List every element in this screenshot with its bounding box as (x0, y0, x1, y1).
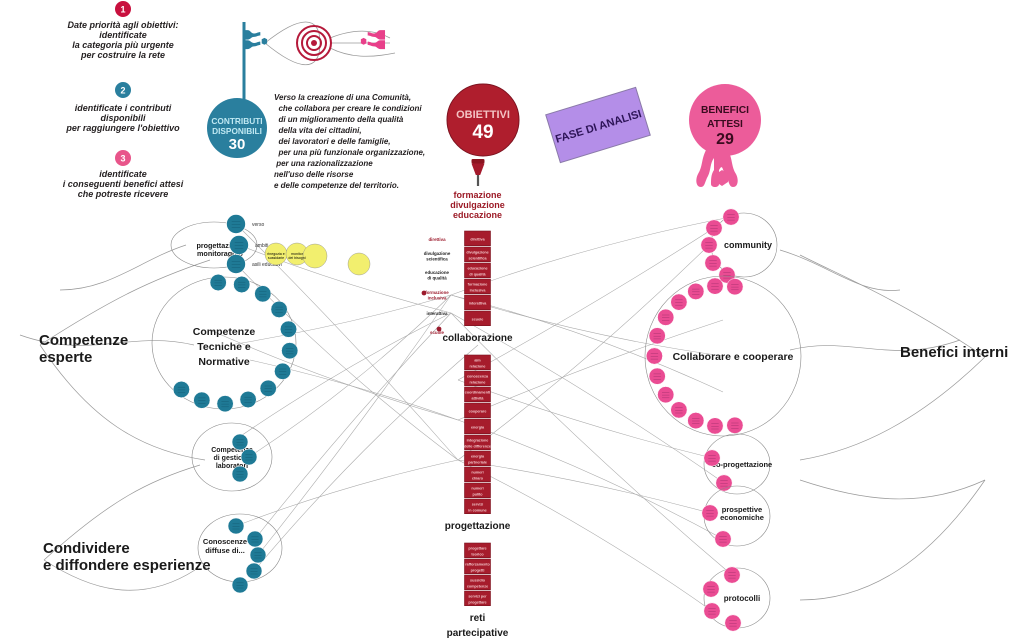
svg-text:ambiti: ambiti (255, 243, 268, 249)
svg-text:29: 29 (716, 131, 734, 148)
svg-text:divulgazione: divulgazione (466, 251, 488, 255)
svg-text:formazione: formazione (453, 190, 501, 200)
svg-text:divulgazione: divulgazione (450, 200, 505, 210)
svg-text:relazione: relazione (470, 365, 486, 369)
svg-text:2: 2 (120, 86, 125, 96)
svg-text:economiche: economiche (720, 513, 764, 522)
svg-text:dei bisogni: dei bisogni (288, 256, 305, 260)
svg-text:BENEFICI: BENEFICI (701, 105, 749, 116)
svg-text:educazione: educazione (467, 267, 487, 271)
svg-text:partecipative: partecipative (447, 628, 509, 639)
svg-text:co-progettazione: co-progettazione (712, 460, 772, 469)
svg-text:educazione: educazione (453, 210, 502, 220)
svg-text:integrazione: integrazione (467, 439, 489, 443)
svg-text:progetti: progetti (471, 568, 485, 572)
svg-text:CONTRIBUTI: CONTRIBUTI (211, 116, 262, 126)
svg-text:coordinamenti: coordinamenti (465, 391, 490, 395)
svg-text:di qualità: di qualità (469, 273, 486, 277)
svg-text:teorico: teorico (471, 552, 484, 556)
svg-text:DISPONIBILI: DISPONIBILI (212, 126, 262, 136)
svg-text:educazione: educazione (425, 270, 449, 275)
svg-text:verso: verso (252, 222, 264, 228)
svg-text:direttiva: direttiva (428, 237, 446, 242)
svg-text:OBIETTIVI: OBIETTIVI (456, 109, 510, 121)
svg-text:Competenze: Competenze (193, 326, 256, 338)
svg-text:numeri: numeri (471, 471, 483, 475)
svg-text:partneriale: partneriale (468, 461, 487, 465)
svg-text:progettare: progettare (468, 546, 486, 550)
svg-text:ATTESI: ATTESI (707, 119, 743, 130)
svg-text:Benefici interni: Benefici interni (900, 344, 1008, 361)
svg-text:3: 3 (120, 154, 125, 164)
svg-text:Normative: Normative (198, 356, 250, 368)
svg-text:cooperare: cooperare (469, 410, 487, 414)
svg-text:alm: alm (474, 359, 481, 363)
svg-text:rafforzamento: rafforzamento (465, 562, 490, 566)
svg-text:relazione: relazione (470, 381, 486, 385)
svg-text:direttiva: direttiva (470, 238, 485, 242)
svg-text:divulgazione: divulgazione (424, 251, 451, 256)
svg-text:interattiva: interattiva (427, 311, 449, 316)
svg-text:progettazione: progettazione (445, 521, 511, 532)
svg-text:Condividere: Condividere (43, 540, 130, 557)
svg-text:servizi: servizi (472, 503, 483, 507)
svg-text:e diffondere esperienze: e diffondere esperienze (43, 557, 211, 574)
svg-text:inclusiva: inclusiva (470, 289, 487, 293)
svg-text:formazione: formazione (425, 290, 449, 295)
svg-text:Conoscenze: Conoscenze (203, 537, 247, 546)
svg-text:energia: energia (471, 455, 485, 459)
svg-text:community: community (724, 240, 772, 250)
svg-text:formazione: formazione (468, 283, 488, 287)
svg-text:1: 1 (120, 5, 125, 15)
svg-text:pulito: pulito (472, 493, 483, 497)
svg-text:scuole: scuole (472, 318, 484, 322)
svg-text:esperte: esperte (39, 349, 92, 366)
svg-text:inclusiva: inclusiva (428, 296, 447, 301)
svg-text:scientifica: scientifica (426, 257, 448, 262)
svg-text:Tecniche e: Tecniche e (197, 341, 251, 353)
svg-text:numeri: numeri (471, 487, 483, 491)
svg-text:Collaborare e cooperare: Collaborare e cooperare (673, 351, 794, 363)
svg-text:in comune: in comune (468, 509, 486, 513)
svg-text:diffuse di...: diffuse di... (205, 546, 245, 555)
svg-text:competenze: competenze (467, 584, 488, 588)
svg-text:interattiva: interattiva (469, 302, 488, 306)
svg-text:attività: attività (472, 397, 485, 401)
svg-text:30: 30 (229, 136, 246, 153)
svg-text:progettare: progettare (468, 600, 486, 604)
svg-text:scientifica: scientifica (468, 257, 487, 261)
svg-text:delle differenze: delle differenze (464, 445, 491, 449)
svg-text:reti: reti (470, 613, 486, 624)
svg-text:sussidio: sussidio (470, 578, 486, 582)
svg-text:49: 49 (472, 122, 493, 143)
svg-text:conoscenza: conoscenza (467, 375, 489, 379)
svg-text:servizi per: servizi per (468, 594, 487, 598)
svg-text:collaborazione: collaborazione (442, 333, 512, 344)
svg-text:chiaro: chiaro (472, 477, 484, 481)
svg-text:di qualità: di qualità (427, 276, 447, 281)
svg-text:protocolli: protocolli (724, 594, 760, 603)
svg-text:Competenze: Competenze (39, 332, 128, 349)
svg-text:energia: energia (471, 426, 485, 430)
svg-text:sussidarie: sussidarie (268, 256, 284, 260)
